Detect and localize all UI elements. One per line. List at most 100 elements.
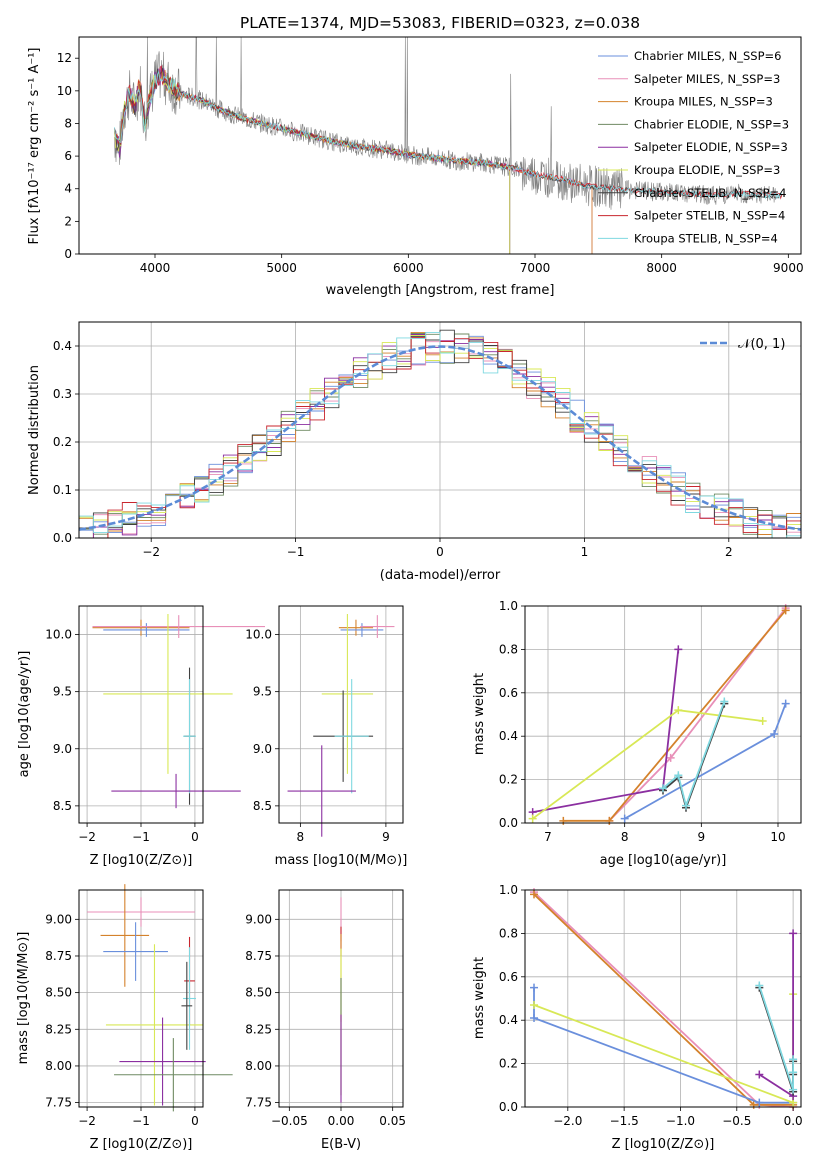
y-tick-label: 0 (64, 247, 72, 261)
mass-vs-metallicity-panel: −2 −1 0 7.75 8.00 8.25 8.50 8.75 9.00 Z [log10(Z… (16, 884, 233, 1152)
weight-marker (530, 983, 539, 992)
y-tick-label: 4 (64, 182, 72, 196)
y-tick-label: 8.50 (45, 986, 72, 1000)
x-tick-label: −2.0 (553, 1114, 582, 1128)
legend-entry: Salpeter STELIB, N_SSP=4 (634, 209, 785, 223)
weight-vs-age-ylabel: mass weight (472, 673, 487, 755)
weight-marker (789, 1055, 798, 1064)
spectrum-frame (78, 36, 802, 255)
y-tick-label: 0.6 (499, 686, 518, 700)
y-tick-label: 10.0 (245, 628, 272, 642)
x-tick-label: 6000 (393, 261, 424, 275)
model-spectrum-line (114, 69, 783, 200)
x-tick-label: 8000 (646, 261, 677, 275)
y-tick-label: 1.0 (499, 883, 518, 897)
x-tick-label: −1 (287, 545, 305, 559)
weight-marker (755, 981, 764, 990)
age-vs-mass-frame (278, 605, 404, 824)
weight-vs-age-panel: 7 8 9 10 0.0 0.2 0.4 0.6 0.8 1.0 age [log10(age/y… (472, 599, 802, 868)
y-tick-label: 0.4 (53, 339, 72, 353)
y-tick-label: 8.00 (45, 1059, 72, 1073)
x-tick-label: 9000 (773, 261, 804, 275)
y-tick-label: 9.5 (253, 685, 272, 699)
y-tick-label: 8.25 (245, 1022, 272, 1036)
age-vs-mass-xlabel: mass [log10(M/M⊙)] (275, 853, 408, 868)
y-tick-label: 0.1 (53, 483, 72, 497)
x-tick-label: 0.05 (379, 1114, 406, 1128)
x-tick-label: −2 (78, 1114, 96, 1128)
x-tick-label: 7 (544, 830, 552, 844)
x-tick-label: 0.0 (784, 1114, 803, 1128)
weight-marker (720, 697, 729, 706)
residual-xlabel: (data-model)/error (380, 568, 501, 583)
legend-entry: Chabrier ELODIE, N_SSP=3 (634, 117, 789, 131)
y-tick-label: 10.0 (45, 628, 72, 642)
spectrum-panel: PLATE=1374, MJD=53083, FIBERID=0323, z=0… (27, 14, 804, 298)
spectrum-xlabel: wavelength [Angstrom, rest frame] (326, 283, 555, 298)
x-tick-label: 8 (621, 830, 629, 844)
age-vs-metallicity-xlabel: Z [log10(Z/Z⊙)] (90, 853, 193, 868)
weight-marker (758, 717, 767, 726)
x-tick-label: 5000 (266, 261, 297, 275)
residual-ylabel: Normed distribution (27, 365, 42, 495)
x-tick-label: −1.0 (666, 1114, 695, 1128)
residual-histogram (79, 332, 801, 539)
mass-vs-extinction-xlabel: E(B-V) (321, 1137, 361, 1152)
y-tick-label: 8.00 (245, 1059, 272, 1073)
legend-entry: Salpeter MILES, N_SSP=3 (634, 72, 780, 86)
spectrum-title: PLATE=1374, MJD=53083, FIBERID=0323, z=0… (240, 14, 640, 32)
age-vs-metallicity-ylabel: age [log10(age/yr)] (17, 651, 32, 778)
y-tick-label: 9.5 (53, 685, 72, 699)
weight-marker (789, 1068, 798, 1077)
x-tick-label: −1 (132, 830, 150, 844)
weight-marker (530, 1001, 539, 1010)
y-tick-label: 0.4 (499, 729, 518, 743)
weight-line (662, 701, 726, 809)
weight-vs-age-frame (524, 605, 802, 824)
y-tick-label: 0.2 (53, 435, 72, 449)
y-tick-label: 0.3 (53, 387, 72, 401)
mass-vs-extinction-panel: −0.05 0.00 0.05 7.75 8.00 8.25 8.50 8.75 9.00 E(… (245, 889, 406, 1152)
mass-vs-metallicity-xlabel: Z [log10(Z/Z⊙)] (90, 1137, 193, 1152)
gaussian-legend-label: 𝒩(0, 1) (738, 337, 785, 352)
y-tick-label: 0.4 (499, 1013, 518, 1027)
residual-panel: −2 −1 0 1 2 0.0 0.1 0.2 0.3 0.4 𝒩(0, 1) (data-mod… (27, 321, 802, 583)
x-tick-label: 0 (191, 1114, 199, 1128)
weight-marker (781, 699, 790, 708)
legend-entry: Chabrier MILES, N_SSP=6 (634, 49, 781, 63)
y-tick-label: 2 (64, 214, 72, 228)
y-tick-label: 0.0 (499, 1100, 518, 1114)
y-tick-label: 9.00 (45, 912, 72, 926)
y-tick-label: 0.0 (53, 531, 72, 545)
legend-entry: Chabrier STELIB, N_SSP=4 (634, 186, 786, 200)
y-tick-label: 0.8 (499, 926, 518, 940)
weight-marker (530, 1014, 539, 1023)
x-tick-label: −0.05 (271, 1114, 308, 1128)
weight-marker (682, 801, 690, 810)
weight-vs-metallicity-frame (524, 889, 802, 1108)
age-vs-mass-panel: 8 9 8.5 9.0 9.5 10.0 mass [log10(M/M⊙)] (245, 605, 408, 868)
y-tick-label: 1.0 (499, 599, 518, 613)
y-tick-label: 9.0 (253, 742, 272, 756)
y-tick-label: 0.2 (499, 1057, 518, 1071)
weight-marker (674, 771, 683, 780)
x-tick-label: 0.00 (328, 1114, 355, 1128)
x-tick-label: 1 (581, 545, 589, 559)
weight-vs-age-xlabel: age [log10(age/yr)] (600, 853, 727, 868)
x-tick-label: −0.5 (722, 1114, 751, 1128)
weight-marker (781, 606, 790, 615)
mass-vs-metallicity-ylabel: mass [log10(M/M⊙)] (16, 932, 31, 1065)
y-tick-label: 8.75 (245, 949, 272, 963)
x-tick-label: 2 (725, 545, 733, 559)
x-tick-label: 0 (436, 545, 444, 559)
y-tick-label: 6 (64, 149, 72, 163)
weight-marker (770, 730, 779, 739)
y-tick-label: 8.25 (45, 1022, 72, 1036)
gaussian-curve (78, 345, 802, 531)
y-tick-label: 7.75 (245, 1096, 272, 1110)
weight-vs-metallicity-panel: −2.0 −1.5 −1.0 −0.5 0.0 0.0 0.2 0.4 0.6 0.8 1.0 Z … (472, 883, 803, 1152)
weight-vs-metallicity-ylabel: mass weight (472, 957, 487, 1039)
x-tick-label: −2 (78, 830, 96, 844)
y-tick-label: 8.50 (245, 986, 272, 1000)
weight-marker (674, 645, 683, 654)
